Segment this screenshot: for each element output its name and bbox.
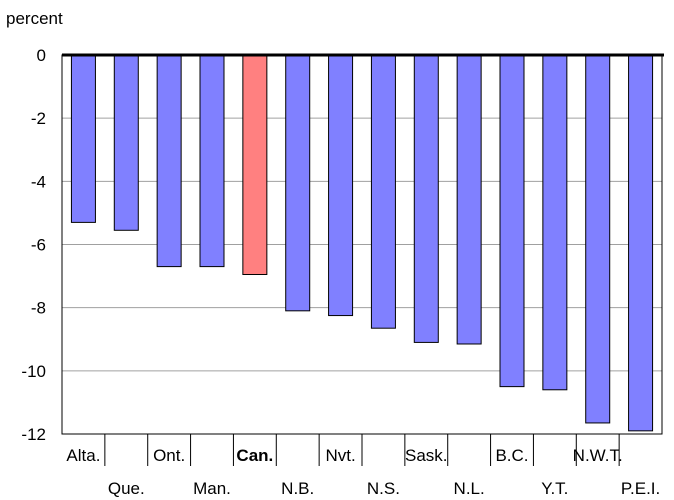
x-category-labels: Alta. Que. Ont. Man. Can. N.B. Nvt. N.S. Sask. N.…: [66, 446, 660, 498]
bar-y-t: [542, 54, 568, 391]
bar-ont: [156, 54, 182, 268]
x-category-label: Ont.: [153, 446, 185, 465]
y-tick-labels: 0 -2 -4 -6 -8 -10 -12: [21, 46, 46, 444]
axes: [61, 53, 664, 466]
x-category-label: Can.: [236, 446, 273, 465]
bars: [70, 54, 654, 432]
bar-man: [199, 54, 225, 268]
y-tick-label: 0: [37, 46, 46, 65]
bar-n-w-t: [585, 54, 611, 424]
gridlines: [62, 117, 662, 372]
y-tick-label: -12: [21, 425, 46, 444]
x-category-label: P.E.I.: [621, 479, 660, 498]
bar-n-b: [285, 54, 311, 312]
bar-b-c: [499, 54, 525, 388]
y-tick-label: -2: [31, 109, 46, 128]
bar-que: [113, 54, 139, 231]
bar-n-s: [370, 54, 396, 329]
x-category-label: Man.: [193, 479, 231, 498]
x-category-label: Y.T.: [541, 479, 568, 498]
bar-can: [242, 54, 268, 276]
x-category-label: Nvt.: [325, 446, 355, 465]
bar-n-l: [456, 54, 482, 345]
x-category-label: B.C.: [495, 446, 528, 465]
bar-nvt: [328, 54, 354, 317]
y-tick-label: -10: [21, 362, 46, 381]
x-category-label: N.B.: [281, 479, 314, 498]
y-axis-unit-label: percent: [6, 9, 63, 28]
y-tick-label: -4: [31, 172, 46, 191]
x-category-label: Sask.: [405, 446, 448, 465]
x-category-label: Que.: [108, 479, 145, 498]
y-tick-label: -8: [31, 299, 46, 318]
x-category-label: Alta.: [66, 446, 100, 465]
bar-alta: [70, 54, 96, 223]
bar-p-e-i: [628, 54, 654, 432]
y-tick-label: -6: [31, 236, 46, 255]
bar-sask: [413, 54, 439, 343]
x-category-label: N.S.: [367, 479, 400, 498]
x-category-label: N.W.T.: [573, 446, 623, 465]
x-category-label: N.L.: [454, 479, 485, 498]
